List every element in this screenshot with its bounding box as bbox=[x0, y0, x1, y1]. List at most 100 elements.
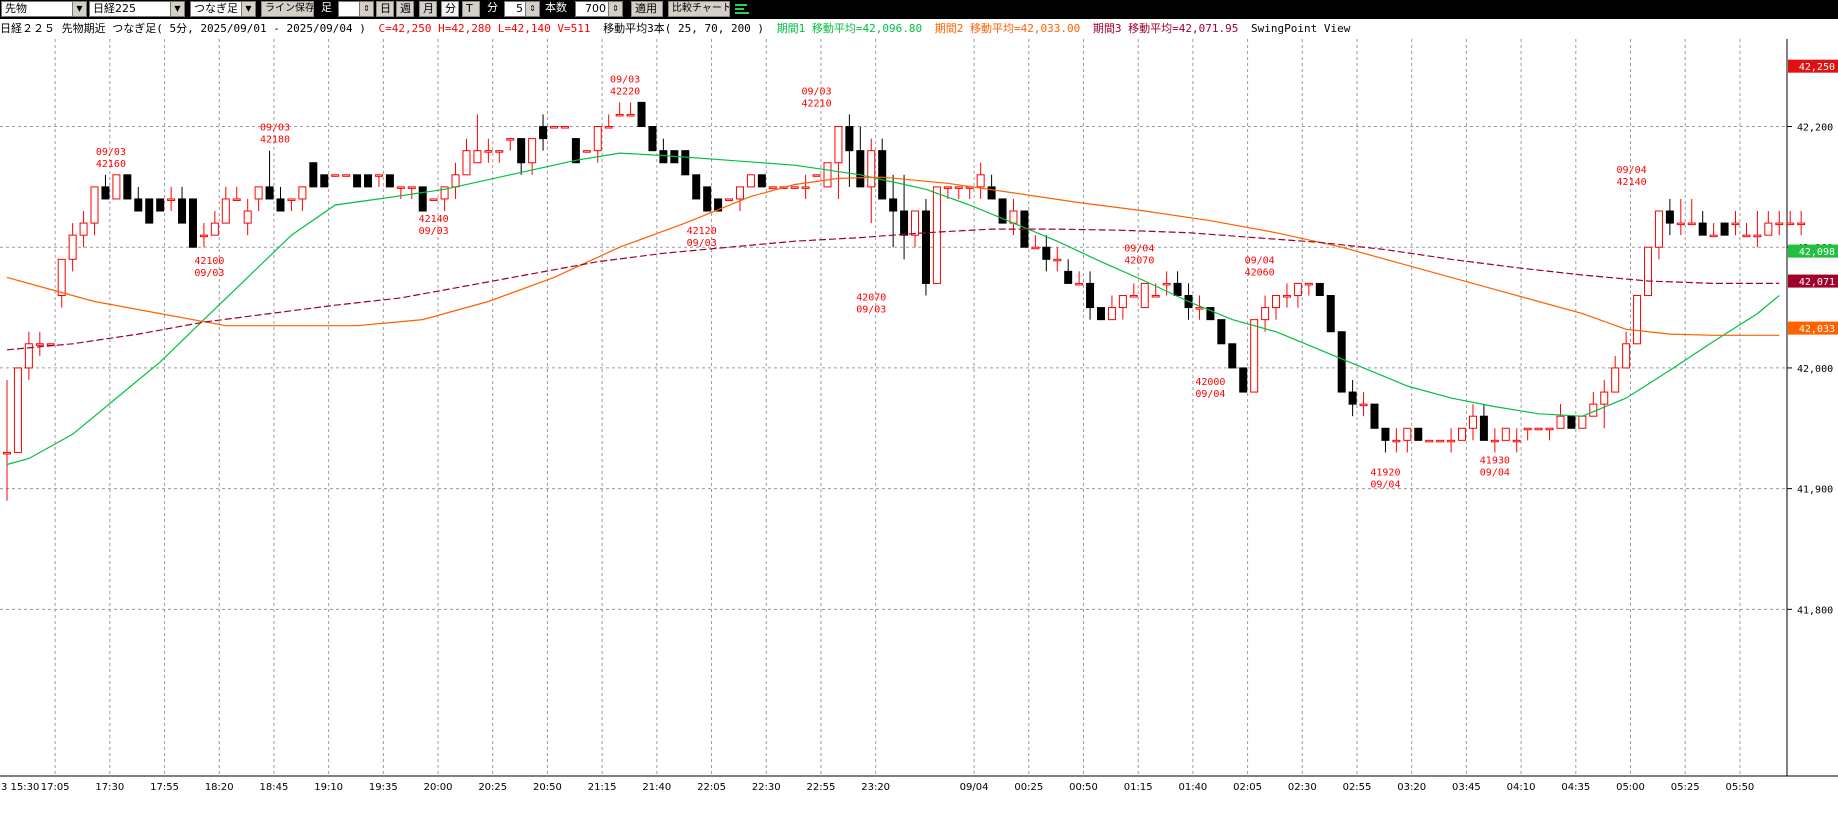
candle-body bbox=[1118, 295, 1127, 309]
swing-price-label: 42220 bbox=[610, 86, 640, 97]
candle-body bbox=[353, 174, 362, 188]
apply-button[interactable]: 適用 bbox=[631, 1, 663, 17]
candle-body bbox=[714, 198, 723, 212]
market-select[interactable]: 先物 ▼ bbox=[1, 1, 87, 17]
candle-body bbox=[364, 174, 373, 188]
symbol-select[interactable]: 日経225 ▼ bbox=[89, 1, 185, 17]
swing-price-label: 42070 bbox=[856, 292, 886, 303]
count-input[interactable]: 700 ⇕ bbox=[575, 1, 623, 17]
candle-body bbox=[517, 138, 526, 164]
period-minute-button[interactable]: 分 bbox=[441, 1, 459, 17]
candle-body bbox=[265, 186, 274, 200]
x-tick-label: 04:35 bbox=[1561, 782, 1590, 793]
swing-price-label: 41920 bbox=[1370, 467, 1400, 478]
candle-body bbox=[1797, 222, 1806, 226]
candle-body bbox=[1479, 415, 1488, 441]
period-week-button[interactable]: 週 bbox=[396, 1, 414, 17]
swing-date-label: 09/03 bbox=[687, 238, 717, 249]
candle-body bbox=[615, 113, 624, 117]
candle-body bbox=[1644, 246, 1652, 297]
candle-body bbox=[746, 174, 755, 188]
candle-body bbox=[582, 150, 591, 153]
candle-body bbox=[1151, 295, 1160, 298]
candle-body bbox=[1556, 415, 1565, 429]
candle-body bbox=[1195, 307, 1204, 310]
swing-price-label: 42160 bbox=[96, 159, 126, 170]
candle-body bbox=[243, 210, 252, 224]
candle-body bbox=[1370, 403, 1379, 429]
ohlcv-readout: C=42,250 H=42,280 L=42,140 V=511 bbox=[378, 22, 591, 35]
chevron-down-icon[interactable]: ▼ bbox=[170, 2, 184, 16]
candle-body bbox=[692, 174, 701, 200]
candle-body bbox=[35, 343, 44, 346]
candle-body bbox=[1490, 439, 1499, 443]
period-month-button[interactable]: 月 bbox=[419, 1, 437, 17]
spin-icon[interactable]: ⇕ bbox=[608, 2, 622, 16]
period-tick-button[interactable]: T bbox=[462, 1, 480, 17]
candle-body bbox=[385, 174, 394, 188]
spin-icon[interactable]: ⇕ bbox=[525, 2, 539, 16]
chart-menu-icon[interactable] bbox=[733, 1, 751, 17]
swing-price-label: 42060 bbox=[1245, 267, 1275, 278]
candle-body bbox=[134, 198, 143, 212]
type-select[interactable]: つなぎ足 ▼ bbox=[190, 1, 256, 17]
candle-body bbox=[1447, 439, 1456, 443]
chevron-down-icon[interactable]: ▼ bbox=[241, 2, 255, 16]
candle-body bbox=[1392, 439, 1401, 443]
candle-body bbox=[757, 174, 766, 188]
price-flag-label: 42,071 bbox=[1799, 277, 1835, 288]
candle-body bbox=[1282, 295, 1291, 298]
candle-body bbox=[374, 174, 383, 177]
candle-body bbox=[199, 234, 208, 238]
candle-body bbox=[911, 210, 920, 236]
candle-body bbox=[735, 186, 744, 200]
x-tick-label: 01:40 bbox=[1178, 782, 1207, 793]
candle-body bbox=[528, 138, 537, 164]
swing-date-label: 09/04 bbox=[1124, 243, 1154, 254]
swing-price-label: 42180 bbox=[260, 135, 290, 146]
candle-body bbox=[1097, 307, 1105, 321]
spin-icon[interactable]: ⇕ bbox=[359, 2, 373, 16]
candle-body bbox=[943, 186, 952, 189]
x-tick-label: 02:55 bbox=[1343, 782, 1372, 793]
candle-body bbox=[1720, 222, 1729, 236]
swing-date-label: 09/03 bbox=[856, 304, 886, 315]
candle-body bbox=[550, 126, 558, 129]
candle-body bbox=[1425, 439, 1434, 443]
candle-body bbox=[1512, 439, 1521, 443]
compare-chart-button[interactable]: 比較チャート bbox=[668, 1, 730, 17]
period-day-button[interactable]: 日 bbox=[376, 1, 394, 17]
y-tick-label: 41,800 bbox=[1797, 605, 1833, 616]
candle-body bbox=[484, 150, 493, 153]
candle-body bbox=[1403, 427, 1412, 441]
candle-body bbox=[13, 367, 22, 453]
candle-body bbox=[681, 150, 690, 176]
swing-date-label: 09/03 bbox=[610, 74, 640, 85]
swing-date-label: 09/03 bbox=[802, 86, 832, 97]
candle-body bbox=[101, 186, 110, 200]
candle-body bbox=[68, 234, 77, 260]
candle-body bbox=[976, 174, 985, 188]
price-flag bbox=[1788, 244, 1838, 258]
x-tick-label: 20:50 bbox=[533, 782, 562, 793]
ashi-input[interactable]: ⇕ bbox=[338, 1, 374, 17]
x-tick-label: 03:20 bbox=[1397, 782, 1426, 793]
candle-body bbox=[1436, 439, 1445, 443]
chart-area[interactable]: 42,40042,30042,20042,10042,00041,90041,8… bbox=[0, 39, 1838, 816]
minutes-input[interactable]: 5 ⇕ bbox=[504, 1, 540, 17]
x-tick-label: 17:05 bbox=[41, 782, 70, 793]
line-save-button[interactable]: ライン保存 bbox=[261, 1, 314, 17]
x-tick-label: 09/04 bbox=[960, 782, 989, 793]
candle-body bbox=[900, 210, 909, 236]
swing-date-label: 09/04 bbox=[1480, 467, 1510, 478]
candle-body bbox=[451, 174, 460, 188]
ma2-readout: 期間2 移動平均=42,033.00 bbox=[934, 22, 1081, 35]
candle-body bbox=[156, 198, 165, 212]
chevron-down-icon[interactable]: ▼ bbox=[72, 2, 86, 16]
ashi-label: 足 bbox=[321, 1, 332, 14]
candle-body bbox=[1239, 367, 1248, 393]
candle-body bbox=[298, 186, 307, 200]
minute-label: 分 bbox=[487, 1, 498, 14]
candle-body bbox=[1600, 391, 1609, 405]
candle-body bbox=[221, 198, 230, 224]
